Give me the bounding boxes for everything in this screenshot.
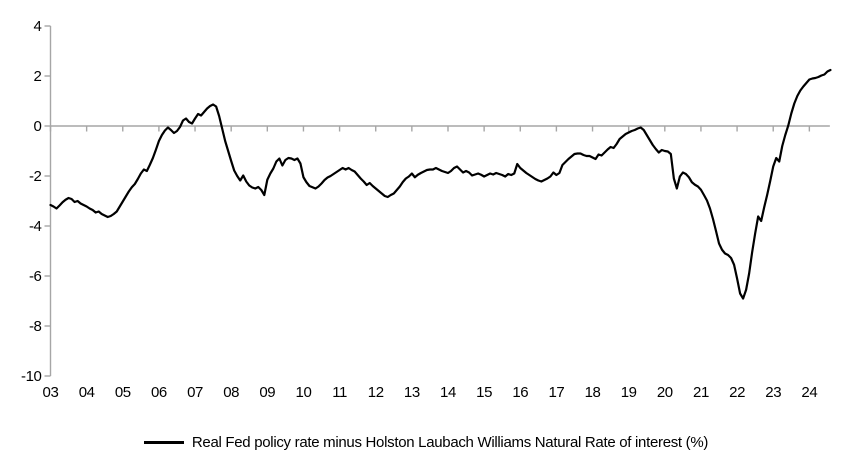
y-axis-tick-label: -6 — [29, 268, 42, 285]
x-axis-tick-label: 21 — [693, 384, 709, 401]
x-axis-tick-label: 11 — [332, 384, 347, 401]
x-axis-tick-label: 14 — [440, 384, 456, 401]
x-axis-tick-label: 18 — [585, 384, 601, 401]
legend-line-marker — [143, 440, 184, 444]
x-axis-tick-label: 17 — [548, 384, 564, 401]
y-axis-tick-label: -8 — [29, 318, 42, 335]
x-axis-tick-label: 13 — [404, 384, 420, 401]
y-axis-tick-label: 0 — [34, 118, 42, 135]
y-axis-tick-label: -2 — [29, 168, 42, 185]
y-axis-tick-label: 4 — [34, 18, 42, 35]
x-axis-tick-label: 09 — [259, 384, 275, 401]
x-axis-tick-label: 23 — [765, 384, 781, 401]
x-axis-tick-label: 22 — [729, 384, 745, 401]
x-axis-tick-label: 04 — [79, 384, 95, 401]
legend: Real Fed policy rate minus Holston Lauba… — [0, 430, 852, 454]
x-axis-tick-label: 15 — [476, 384, 492, 401]
x-axis-tick-label: 07 — [187, 384, 203, 401]
x-axis-tick-label: 05 — [115, 384, 131, 401]
y-axis-tick-label: 2 — [34, 68, 42, 85]
x-axis-tick-label: 08 — [223, 384, 239, 401]
x-axis-tick-label: 20 — [657, 384, 673, 401]
x-axis-tick-label: 24 — [801, 384, 817, 401]
legend-label: Real Fed policy rate minus Holston Lauba… — [191, 433, 709, 451]
x-axis-tick-label: 19 — [621, 384, 637, 401]
x-axis-tick-label: 16 — [512, 384, 528, 401]
y-axis-tick-label: -10 — [21, 368, 42, 385]
series-line — [49, 68, 832, 300]
x-axis-tick-label: 10 — [296, 384, 312, 401]
x-axis-tick-label: 06 — [151, 384, 167, 401]
x-axis-tick-label: 12 — [368, 384, 384, 401]
x-axis-tick-label: 03 — [43, 384, 59, 401]
y-axis-tick-label: -4 — [29, 218, 42, 235]
